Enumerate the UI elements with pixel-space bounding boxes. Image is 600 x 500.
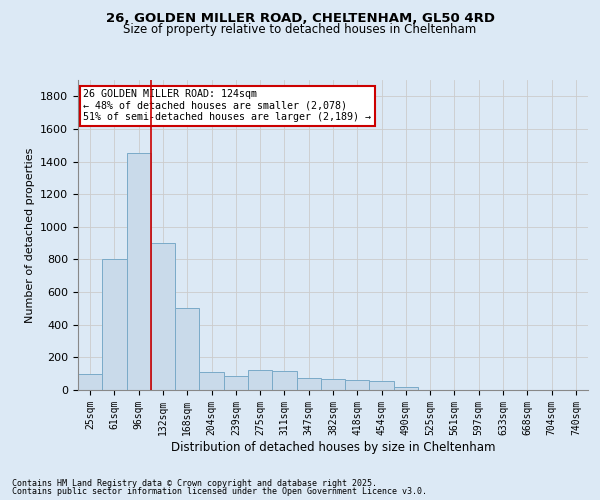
Text: 26, GOLDEN MILLER ROAD, CHELTENHAM, GL50 4RD: 26, GOLDEN MILLER ROAD, CHELTENHAM, GL50… <box>106 12 494 26</box>
Bar <box>248 370 272 390</box>
Bar <box>102 260 127 390</box>
Bar <box>78 374 102 390</box>
Bar <box>272 371 296 390</box>
Bar <box>224 376 248 390</box>
Bar <box>394 386 418 390</box>
Text: Contains HM Land Registry data © Crown copyright and database right 2025.: Contains HM Land Registry data © Crown c… <box>12 478 377 488</box>
Text: 26 GOLDEN MILLER ROAD: 124sqm
← 48% of detached houses are smaller (2,078)
51% o: 26 GOLDEN MILLER ROAD: 124sqm ← 48% of d… <box>83 90 371 122</box>
Bar <box>127 154 151 390</box>
Bar <box>151 243 175 390</box>
Bar <box>199 372 224 390</box>
Bar <box>370 381 394 390</box>
Bar <box>321 380 345 390</box>
Bar <box>345 380 370 390</box>
Bar <box>175 308 199 390</box>
Y-axis label: Number of detached properties: Number of detached properties <box>25 148 35 322</box>
Text: Size of property relative to detached houses in Cheltenham: Size of property relative to detached ho… <box>124 22 476 36</box>
X-axis label: Distribution of detached houses by size in Cheltenham: Distribution of detached houses by size … <box>171 440 495 454</box>
Bar <box>296 378 321 390</box>
Text: Contains public sector information licensed under the Open Government Licence v3: Contains public sector information licen… <box>12 488 427 496</box>
